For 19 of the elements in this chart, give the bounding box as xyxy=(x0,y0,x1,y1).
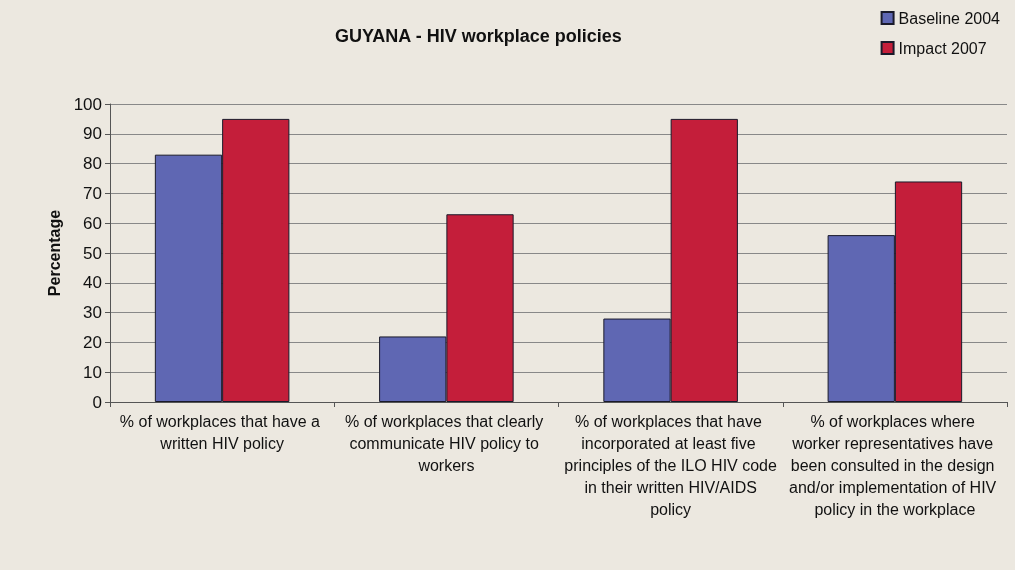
y-tick-label: 10 xyxy=(83,362,102,382)
y-tick-label: 70 xyxy=(83,183,102,203)
y-tick-label: 40 xyxy=(83,273,102,293)
legend-label: Impact 2007 xyxy=(898,39,987,57)
y-tick-label: 90 xyxy=(83,124,102,144)
y-tick-label: 60 xyxy=(83,213,102,233)
legend-label: Baseline 2004 xyxy=(898,9,1001,27)
y-tick-label: 80 xyxy=(83,154,102,174)
x-tick-label: % of workplaces that have incorporated at least five principles of the ILO HIV code in their written HIV/AIDS policy xyxy=(564,412,777,518)
y-axis-title: Percentage xyxy=(45,209,63,297)
y-tick-label: 30 xyxy=(83,303,102,323)
y-tick-label: 0 xyxy=(92,392,102,412)
x-tick-label: % of workplaces where worker representatives have been consulted in the design and/or implementation of HIV policy in the workplace xyxy=(789,412,1001,518)
y-tick-label: 50 xyxy=(83,243,102,263)
x-tick-label: % of workplaces that have a written HIV policy xyxy=(119,412,325,452)
y-tick-label: 20 xyxy=(83,332,102,352)
x-tick-label: % of workplaces that clearly communicate HIV policy to workers xyxy=(345,412,548,474)
chart-title: GUYANA - HIV workplace policies xyxy=(335,26,622,46)
y-tick-label: 100 xyxy=(73,94,102,114)
